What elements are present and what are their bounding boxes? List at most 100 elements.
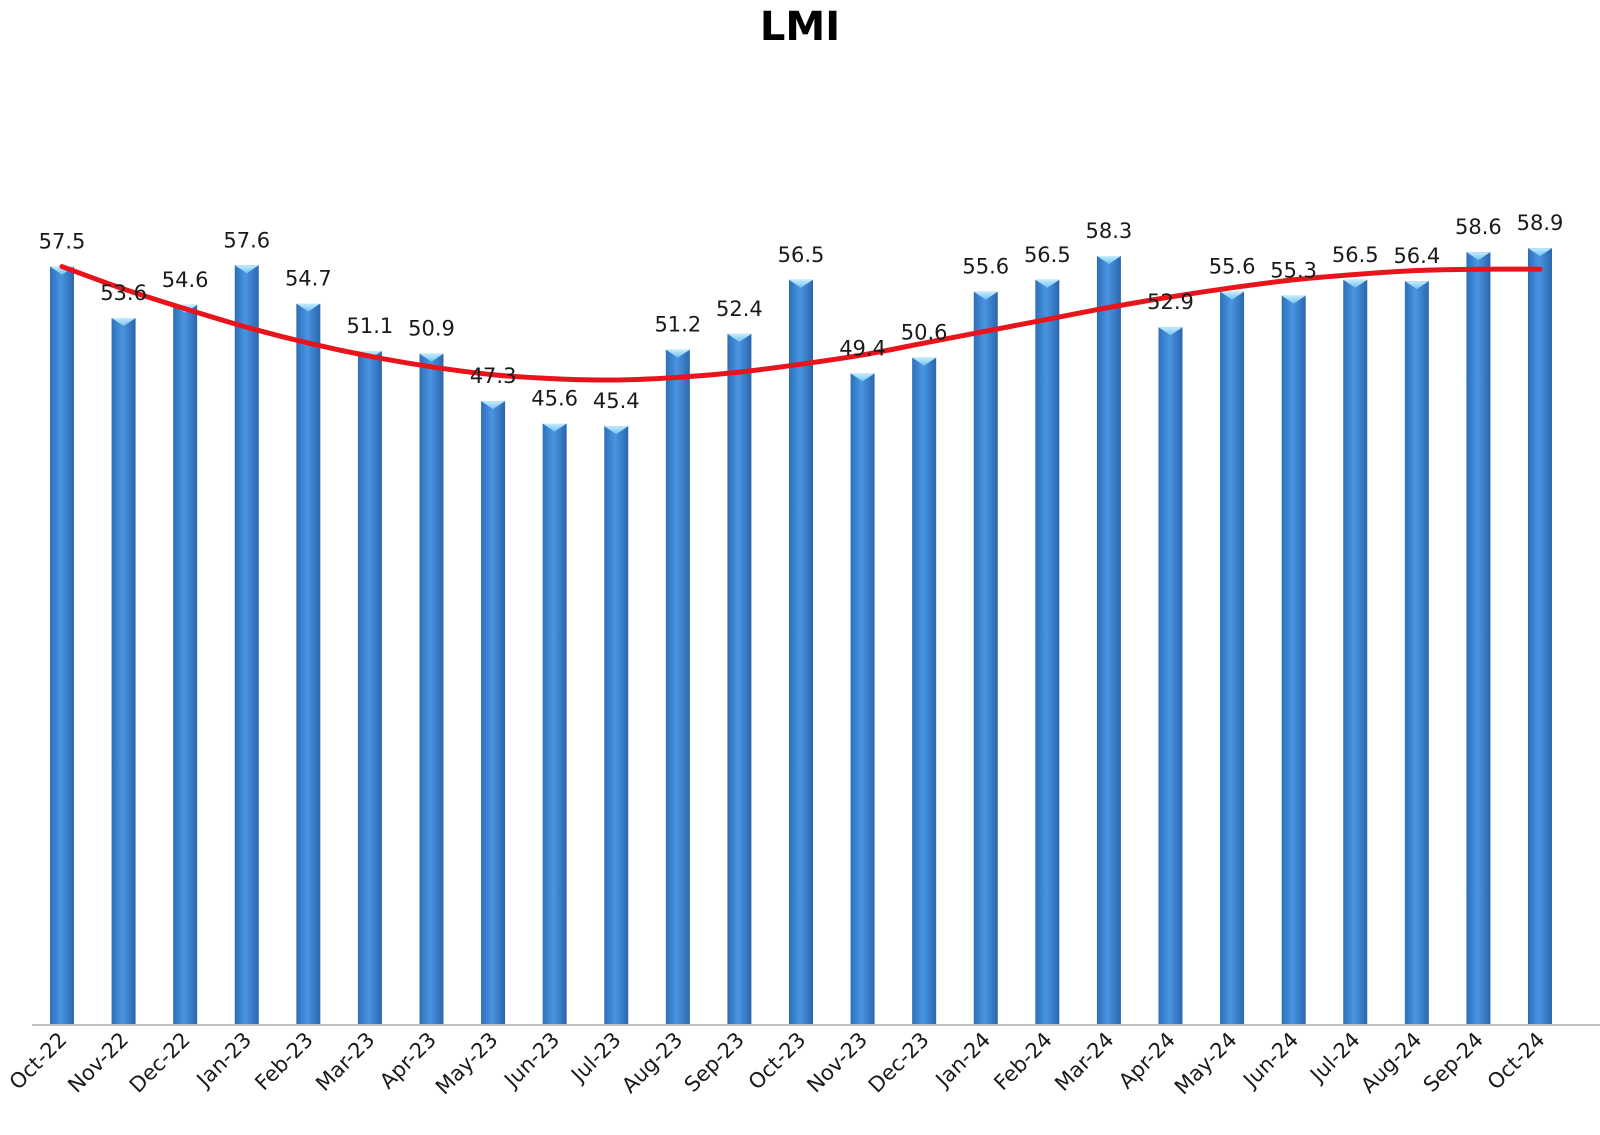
bar-nov-23 bbox=[850, 373, 875, 1025]
bar-jan-24 bbox=[973, 291, 998, 1025]
bar-nov-22 bbox=[111, 318, 136, 1025]
bar-body bbox=[604, 426, 629, 1025]
bar-body bbox=[481, 401, 506, 1025]
data-label: 52.9 bbox=[1147, 290, 1194, 314]
bar-cap bbox=[234, 265, 259, 274]
chart-title: LMI bbox=[760, 4, 840, 50]
data-label: 56.5 bbox=[1024, 243, 1071, 267]
data-label: 51.1 bbox=[347, 314, 394, 338]
x-tick-label: Mar-23 bbox=[311, 1028, 379, 1096]
bar-jan-23 bbox=[234, 265, 259, 1026]
bar-cap bbox=[542, 423, 567, 432]
data-label: 50.9 bbox=[408, 317, 455, 341]
bar-body bbox=[1466, 252, 1491, 1026]
x-tick-label: Jan-23 bbox=[191, 1028, 257, 1094]
bar-feb-24 bbox=[1035, 279, 1060, 1025]
data-label: 53.6 bbox=[100, 281, 147, 305]
x-tick-label: May-24 bbox=[1170, 1028, 1242, 1100]
x-tick-label: Oct-24 bbox=[1483, 1028, 1550, 1095]
bar-body bbox=[1343, 279, 1368, 1025]
bar-body bbox=[50, 266, 74, 1025]
bar-cap bbox=[1343, 279, 1368, 288]
x-tick-label: May-23 bbox=[431, 1028, 503, 1100]
bar-cap bbox=[727, 333, 752, 342]
bar-mar-24 bbox=[1096, 256, 1121, 1025]
x-tick-label: Feb-23 bbox=[250, 1028, 318, 1096]
x-tick-label: Jul-23 bbox=[565, 1028, 626, 1089]
data-label: 56.5 bbox=[1332, 243, 1379, 267]
bar-jul-24 bbox=[1343, 279, 1368, 1025]
data-label: 47.3 bbox=[470, 364, 517, 388]
bar-body bbox=[789, 279, 813, 1025]
x-tick-label: Mar-24 bbox=[1050, 1028, 1118, 1096]
bar-body bbox=[973, 291, 998, 1025]
bar-body bbox=[1220, 291, 1245, 1025]
data-label: 49.4 bbox=[839, 336, 886, 360]
data-labels-layer: 57.5 53.6 54.6 57.6 54.7 51.1 50.9 47.3 45.6 45.4… bbox=[39, 211, 1564, 413]
bar-cap bbox=[481, 401, 506, 410]
x-tick-label: Dec-23 bbox=[864, 1028, 934, 1098]
data-label: 57.5 bbox=[39, 230, 86, 254]
x-tick-label: Oct-23 bbox=[744, 1028, 811, 1095]
bar-cap bbox=[912, 357, 937, 366]
bar-cap bbox=[296, 303, 321, 312]
x-tick-label: Oct-22 bbox=[5, 1028, 72, 1095]
bar-body bbox=[727, 333, 752, 1025]
bar-body bbox=[234, 265, 259, 1026]
x-tick-label: Aug-23 bbox=[617, 1028, 687, 1098]
x-tick-label: Feb-24 bbox=[989, 1028, 1057, 1096]
bar-apr-23 bbox=[419, 353, 444, 1025]
bar-feb-23 bbox=[296, 303, 321, 1026]
bar-jun-24 bbox=[1281, 295, 1306, 1025]
data-label: 45.4 bbox=[593, 389, 640, 413]
trend-layer bbox=[59, 264, 1543, 383]
x-tick-label: Dec-22 bbox=[125, 1028, 195, 1098]
x-tick-label: Jan-24 bbox=[930, 1028, 996, 1094]
data-label: 54.6 bbox=[162, 268, 209, 292]
bar-cap bbox=[1220, 291, 1245, 300]
bar-cap bbox=[850, 373, 875, 382]
bar-oct-23 bbox=[789, 279, 813, 1025]
data-label: 55.6 bbox=[1209, 255, 1256, 279]
bar-dec-23 bbox=[912, 357, 937, 1025]
x-tick-labels-layer: Oct-22Nov-22Dec-22Jan-23Feb-23Mar-23Apr-… bbox=[5, 1028, 1550, 1100]
bar-body bbox=[1281, 295, 1306, 1025]
data-label: 58.9 bbox=[1517, 211, 1564, 235]
bar-oct-24 bbox=[1528, 248, 1552, 1025]
x-tick-label: Jul-24 bbox=[1304, 1028, 1365, 1089]
bar-cap bbox=[1281, 295, 1306, 304]
data-label: 58.3 bbox=[1086, 219, 1133, 243]
bar-cap bbox=[1096, 256, 1121, 265]
bar-body bbox=[111, 318, 136, 1025]
bar-body bbox=[419, 353, 444, 1025]
data-label: 54.7 bbox=[285, 267, 332, 291]
x-tick-label: Jun-23 bbox=[498, 1028, 564, 1094]
bar-body bbox=[357, 350, 382, 1026]
bar-cap bbox=[111, 318, 136, 327]
bar-mar-23 bbox=[357, 350, 382, 1026]
bar-jul-23 bbox=[604, 426, 629, 1025]
x-tick-label: Jun-24 bbox=[1237, 1028, 1303, 1094]
data-label: 55.6 bbox=[962, 255, 1009, 279]
x-tick-label: Nov-22 bbox=[63, 1028, 133, 1098]
bar-aug-24 bbox=[1404, 281, 1429, 1026]
data-label: 45.6 bbox=[531, 387, 578, 411]
data-label: 52.4 bbox=[716, 297, 763, 321]
data-label: 58.6 bbox=[1455, 215, 1502, 239]
bars-layer bbox=[50, 248, 1552, 1026]
bar-body bbox=[912, 357, 937, 1025]
x-tick-label: Sep-23 bbox=[680, 1028, 749, 1097]
bar-cap bbox=[1035, 279, 1060, 288]
bar-body bbox=[1096, 256, 1121, 1025]
bar-body bbox=[1404, 281, 1429, 1026]
bar-apr-24 bbox=[1158, 327, 1183, 1025]
bar-cap bbox=[665, 349, 690, 358]
bar-body bbox=[542, 423, 567, 1025]
bar-cap bbox=[973, 291, 998, 300]
data-label: 56.5 bbox=[778, 243, 825, 267]
bar-aug-23 bbox=[665, 349, 690, 1025]
x-tick-label: Sep-24 bbox=[1419, 1028, 1488, 1097]
bar-may-23 bbox=[481, 401, 506, 1025]
